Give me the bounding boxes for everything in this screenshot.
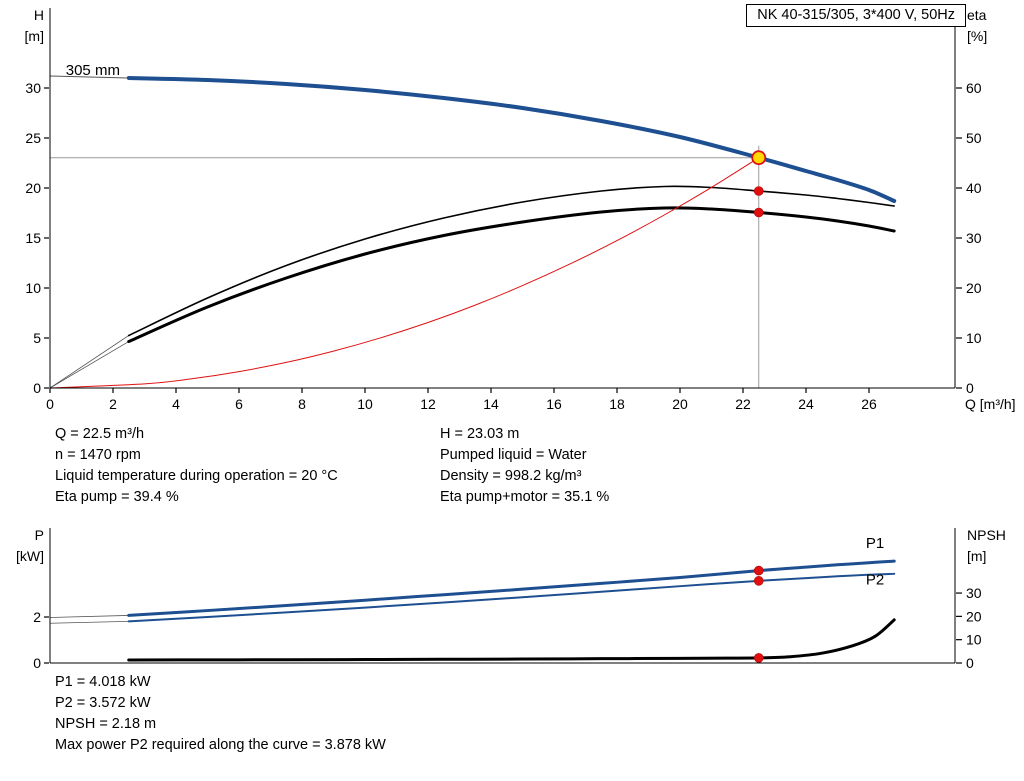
eta-pump-motor-curve — [127, 206, 896, 343]
x-tick-label: 18 — [609, 396, 625, 412]
p2-curve — [127, 572, 896, 623]
density-line: Density = 998.2 kg/m³ — [440, 468, 582, 484]
pump-curve-lead-in — [49, 75, 130, 79]
y-right-tick-label: 10 — [966, 632, 982, 648]
y-right-tick-label: 0 — [966, 380, 974, 396]
y-left-tick-label: 15 — [25, 230, 41, 246]
npsh-point — [753, 653, 764, 663]
y-left-axis-label: P — [35, 527, 44, 543]
y-left-tick-label: 30 — [25, 80, 41, 96]
npsh-curve — [127, 618, 896, 662]
y-left-axis-label: H — [34, 7, 44, 23]
npsh-line: NPSH = 2.18 m — [55, 716, 157, 732]
y-right-tick-label: 20 — [966, 608, 982, 624]
eta-pump-curve — [127, 185, 896, 337]
eta-pump-motor-lead-in — [49, 341, 130, 389]
x-tick-label: 16 — [546, 396, 562, 412]
pump-title-box: NK 40-315/305, 3*400 V, 50Hz — [746, 4, 966, 27]
p2-lead-in — [49, 620, 130, 624]
y-left-tick-label: 20 — [25, 180, 41, 196]
y-right-axis-label: eta — [967, 7, 987, 23]
x-tick-label: 24 — [798, 396, 814, 412]
p1-curve — [127, 559, 896, 617]
pumped-liquid-line: Pumped liquid = Water — [440, 447, 587, 463]
p2-line: P2 = 3.572 kW — [55, 695, 151, 711]
liquid-temperature-line: Liquid temperature during operation = 20… — [55, 468, 338, 484]
x-tick-label: 0 — [46, 396, 54, 412]
duty-point[interactable] — [751, 150, 767, 166]
y-left-tick-label: 0 — [33, 655, 41, 671]
flow-line: Q = 22.5 m³/h — [55, 426, 145, 442]
speed-line: n = 1470 rpm — [55, 447, 141, 463]
y-left-tick-label: 0 — [33, 380, 41, 396]
system-curve — [49, 157, 760, 389]
p2-point — [753, 576, 764, 586]
x-tick-label: 20 — [672, 396, 688, 412]
eta-pump-lead-in — [49, 335, 130, 389]
operating-point-left-column: Q = 22.5 m³/h n = 1470 rpm Liquid temper… — [55, 424, 338, 508]
pump-curve-305mm — [126, 76, 897, 203]
y-right-axis-label: NPSH — [967, 527, 1006, 543]
y-left-axis-label: [m] — [25, 28, 44, 44]
y-right-tick-label: 0 — [966, 655, 974, 671]
x-tick-label: 6 — [235, 396, 243, 412]
y-right-tick-label: 10 — [966, 330, 982, 346]
x-tick-label: 2 — [109, 396, 117, 412]
y-right-tick-label: 30 — [966, 585, 982, 601]
eta-pump-motor-point — [753, 207, 764, 218]
eta-pump-line: Eta pump = 39.4 % — [55, 489, 179, 505]
y-left-tick-label: 5 — [33, 330, 41, 346]
x-tick-label: 14 — [483, 396, 499, 412]
x-tick-label: 10 — [357, 396, 373, 412]
curve-label-p2: P2 — [866, 571, 884, 588]
eta-pump-point — [753, 186, 764, 196]
y-left-axis-label: [kW] — [16, 548, 44, 564]
y-right-axis-label: [m] — [967, 548, 986, 564]
y-right-tick-label: 40 — [966, 180, 982, 196]
p1-point — [753, 565, 764, 576]
y-right-tick-label: 50 — [966, 130, 982, 146]
y-right-tick-label: 30 — [966, 230, 982, 246]
p1-lead-in — [49, 614, 130, 618]
operating-point-right-column: H = 23.03 m Pumped liquid = Water Densit… — [440, 424, 609, 508]
x-tick-label: 4 — [172, 396, 180, 412]
max-power-line: Max power P2 required along the curve = … — [55, 737, 386, 753]
x-tick-label: 8 — [298, 396, 306, 412]
x-tick-label: 12 — [420, 396, 436, 412]
power-results-block: P1 = 4.018 kW P2 = 3.572 kW NPSH = 2.18 … — [55, 672, 386, 756]
pump-title: NK 40-315/305, 3*400 V, 50Hz — [757, 7, 955, 23]
y-left-tick-label: 10 — [25, 280, 41, 296]
x-tick-label: 22 — [735, 396, 751, 412]
y-left-tick-label: 2 — [33, 609, 41, 625]
curve-label-p1: P1 — [866, 535, 884, 552]
head-line: H = 23.03 m — [440, 426, 520, 442]
y-left-tick-label: 25 — [25, 130, 41, 146]
x-tick-label: 26 — [861, 396, 877, 412]
x-axis-label: Q [m³/h] — [965, 396, 1016, 412]
y-right-tick-label: 20 — [966, 280, 982, 296]
y-right-tick-label: 60 — [966, 80, 982, 96]
curve-label-305-mm: 305 mm — [66, 62, 120, 79]
eta-pump-motor-line: Eta pump+motor = 35.1 % — [440, 489, 610, 505]
y-right-axis-label: [%] — [967, 28, 987, 44]
p1-line: P1 = 4.018 kW — [55, 674, 151, 690]
